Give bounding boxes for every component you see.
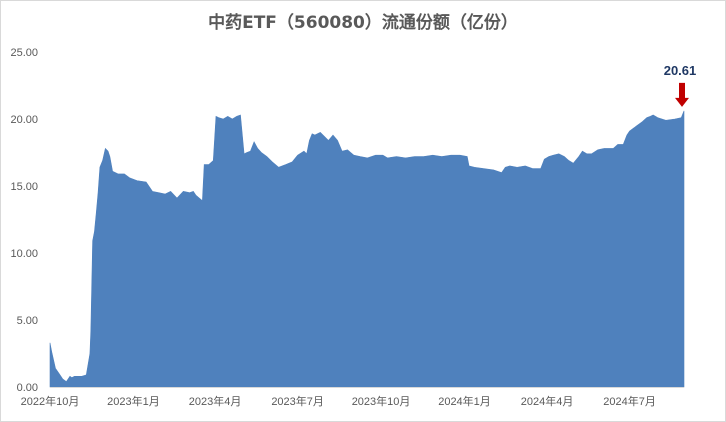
x-tick-label: 2023年1月 — [107, 394, 160, 408]
y-tick-label: 15.00 — [10, 181, 38, 193]
x-tick-label: 2024年7月 — [603, 394, 656, 408]
y-tick-label: 0.00 — [17, 382, 38, 394]
x-tick-label: 2023年4月 — [189, 394, 242, 408]
x-tick-label: 2023年10月 — [352, 394, 411, 408]
x-tick-label: 2024年4月 — [521, 394, 574, 408]
y-tick-label: 20.00 — [10, 114, 38, 126]
y-tick-label: 25.00 — [10, 47, 38, 59]
x-axis: 2022年10月 2023年1月 2023年4月 2023年7月 2023年10月 202… — [21, 394, 656, 408]
annotation: 20.61 — [664, 63, 697, 107]
y-axis: 0.00 5.00 10.00 15.00 20.00 25.00 — [10, 47, 38, 394]
x-tick-label: 2022年10月 — [21, 394, 80, 408]
series-area — [49, 110, 685, 388]
annotation-label: 20.61 — [664, 63, 697, 78]
y-tick-label: 5.00 — [17, 315, 38, 327]
chart-title: 中药ETF（560080）流通份额（亿份） — [208, 13, 518, 33]
y-tick-label: 10.00 — [10, 248, 38, 260]
x-tick-label: 2024年1月 — [438, 394, 491, 408]
x-tick-label: 2023年7月 — [271, 394, 324, 408]
annotation-arrow-icon — [675, 82, 689, 107]
